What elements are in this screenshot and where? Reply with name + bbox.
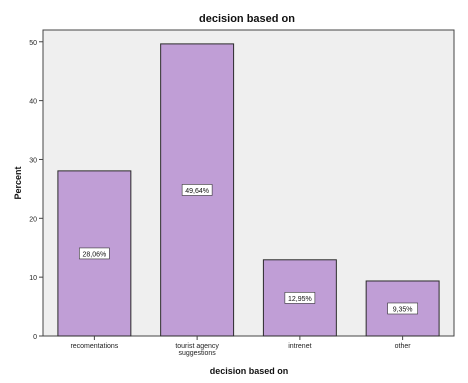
y-tick-label: 10	[29, 275, 37, 282]
x-tick-label: recomentations	[70, 343, 118, 350]
y-tick-label: 0	[33, 334, 37, 341]
data-label-box	[181, 184, 213, 196]
chart-title: decision based on	[199, 13, 295, 25]
bars-group: 28,06% 49,64% 12,95% 9,35%	[57, 43, 440, 337]
x-tick-labels: recomentations tourist agency suggestions i…	[70, 336, 411, 357]
x-tick-label: other	[395, 343, 412, 350]
y-tick-label: 20	[29, 216, 37, 223]
data-label: 9,35%	[393, 306, 413, 313]
data-label-box	[79, 247, 110, 260]
x-axis-label: decision based on	[210, 366, 289, 376]
y-axis-label: Percent	[13, 166, 23, 199]
data-label: 28,06%	[83, 251, 107, 258]
y-tick-label: 50	[29, 40, 37, 47]
x-tick-label: intrenet	[288, 343, 311, 350]
y-tick-label: 40	[29, 99, 37, 106]
y-tick-label: 30	[29, 157, 37, 164]
data-label-box	[387, 302, 418, 315]
y-axis: 0 10 20 30 40 50	[29, 40, 43, 341]
data-label-box	[284, 292, 316, 304]
data-label: 49,64%	[185, 188, 209, 195]
x-tick-label: tourist agency suggestions	[175, 343, 219, 357]
data-label: 12,95%	[288, 296, 312, 303]
